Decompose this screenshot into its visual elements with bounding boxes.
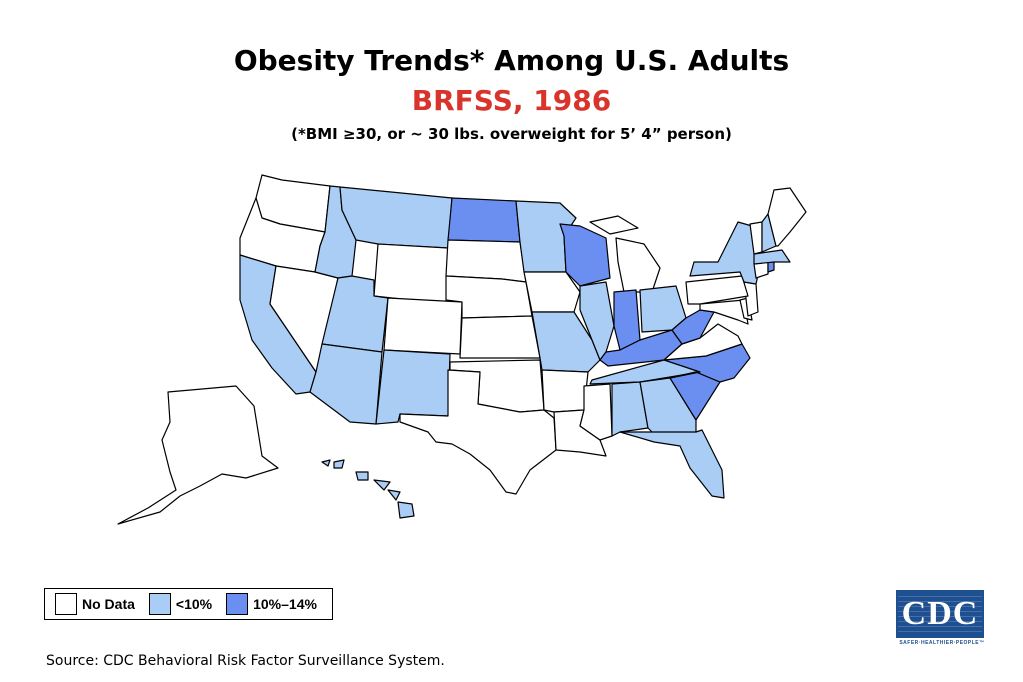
- bmi-note: (*BMI ≥30, or ~ 30 lbs. overweight for 5…: [291, 125, 732, 143]
- state-ar: [541, 369, 589, 413]
- state-ma: [753, 249, 791, 265]
- page-title: Obesity Trends* Among U.S. Adults: [233, 44, 790, 77]
- state-ia: [523, 271, 581, 313]
- legend-label-10-14: 10%–14%: [253, 596, 317, 612]
- legend-item-no-data: No Data: [55, 593, 135, 615]
- cdc-logo-lines: [898, 592, 982, 636]
- state-hi: [321, 459, 415, 519]
- cdc-logo-box: CDC: [896, 590, 984, 638]
- state-ms: [579, 383, 613, 441]
- state-mo: [531, 311, 601, 373]
- legend-item-lt10: <10%: [148, 593, 213, 615]
- cdc-logo: CDC SAFER·HEALTHIER·PEOPLE™: [896, 590, 988, 648]
- state-tx: [399, 369, 557, 495]
- state-ks: [459, 315, 541, 359]
- state-al: [611, 381, 649, 437]
- legend-swatch-10-14: [226, 593, 249, 615]
- state-ct: [753, 261, 769, 279]
- state-me: [767, 187, 807, 247]
- state-ak: [117, 385, 279, 525]
- legend-label-lt10: <10%: [175, 596, 213, 612]
- cdc-logo-text: CDC: [901, 595, 979, 632]
- state-wi: [559, 223, 611, 287]
- state-fl: [619, 429, 725, 499]
- state-ri: [767, 261, 775, 273]
- page-subtitle: BRFSS, 1986: [411, 84, 612, 117]
- legend-swatch-no-data: [55, 593, 77, 615]
- state-nd: [447, 197, 521, 243]
- state-wy: [373, 243, 449, 305]
- state-co: [383, 297, 463, 355]
- state-ny: [689, 221, 761, 285]
- state-az: [309, 343, 383, 425]
- state-sd: [445, 239, 527, 283]
- legend-label-no-data: No Data: [82, 596, 135, 612]
- state-nm: [375, 349, 451, 425]
- legend-swatch-lt10: [148, 593, 171, 615]
- state-pa: [685, 275, 749, 305]
- cdc-logo-tagline: SAFER·HEALTHIER·PEOPLE™: [899, 640, 985, 646]
- source-note: Source: CDC Behavioral Risk Factor Surve…: [46, 653, 445, 669]
- legend: No Data <10% 10%–14%: [44, 588, 333, 620]
- state-mt: [339, 186, 453, 249]
- state-in: [613, 289, 641, 351]
- legend-item-10-14: 10%–14%: [226, 593, 317, 615]
